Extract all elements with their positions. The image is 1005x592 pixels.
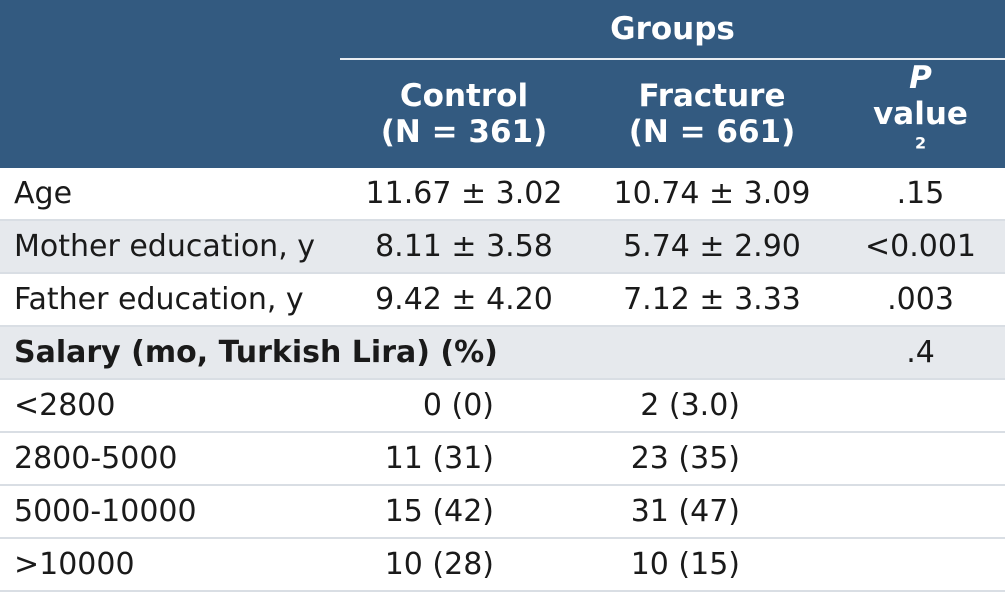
fracture-value: 23 (35)	[588, 432, 836, 486]
salary-category-label: >10000	[0, 538, 340, 592]
row-label: Father education, y	[0, 273, 340, 327]
salary-category-label: 2800-5000	[0, 432, 340, 486]
control-value: 15 (42)	[340, 485, 588, 539]
fracture-column-header: Fracture (N = 661)	[588, 59, 836, 168]
table-row: 2800-5000 11 (31) 23 (35)	[0, 432, 1005, 486]
p-footnote-marker: 2	[914, 133, 927, 153]
p-word: value	[873, 96, 968, 132]
empty-cell	[836, 379, 1005, 433]
fracture-value: 10 (15)	[588, 538, 836, 592]
salary-p-value: .4	[836, 326, 1005, 380]
p-letter: P	[909, 60, 932, 96]
fracture-value: 10.74 ± 3.09	[588, 168, 836, 221]
p-value-column-header: P value 2	[836, 59, 1005, 168]
control-value: 0 (0)	[340, 379, 588, 433]
table-header: Groups Control (N = 361) Fracture (N = 6…	[0, 0, 1005, 168]
salary-section-row: Salary (mo, Turkish Lira) (%) .4	[0, 326, 1005, 380]
p-value: .15	[836, 168, 1005, 221]
fracture-value: 2 (3.0)	[588, 379, 836, 433]
control-value: 8.11 ± 3.58	[340, 220, 588, 274]
row-label: Mother education, y	[0, 220, 340, 274]
header-blank-cell	[0, 0, 340, 59]
salary-category-label: 5000-10000	[0, 485, 340, 539]
control-value: 9.42 ± 4.20	[340, 273, 588, 327]
control-value: 11.67 ± 3.02	[340, 168, 588, 221]
fracture-n: (N = 661)	[628, 114, 796, 150]
table-row: 5000-10000 15 (42) 31 (47)	[0, 485, 1005, 539]
fracture-name: Fracture	[638, 78, 786, 114]
control-column-header: Control (N = 361)	[340, 59, 588, 168]
salary-category-label: <2800	[0, 379, 340, 433]
fracture-value: 31 (47)	[588, 485, 836, 539]
control-value: 10 (28)	[340, 538, 588, 592]
fracture-value: 5.74 ± 2.90	[588, 220, 836, 274]
row-label: Age	[0, 168, 340, 221]
salary-section-label: Salary (mo, Turkish Lira) (%)	[0, 326, 836, 380]
p-word-wrap: value 2	[836, 96, 1005, 168]
empty-cell	[836, 432, 1005, 486]
table-row: Age 11.67 ± 3.02 10.74 ± 3.09 .15	[0, 168, 1005, 221]
p-value: .003	[836, 273, 1005, 327]
table-row: Father education, y 9.42 ± 4.20 7.12 ± 3…	[0, 273, 1005, 327]
control-n: (N = 361)	[380, 114, 548, 150]
table-row: Mother education, y 8.11 ± 3.58 5.74 ± 2…	[0, 220, 1005, 274]
control-name: Control	[399, 78, 529, 114]
table-row: <2800 0 (0) 2 (3.0)	[0, 379, 1005, 433]
header-blank-cell	[0, 59, 340, 168]
table-row: >10000 10 (28) 10 (15)	[0, 538, 1005, 592]
control-value: 11 (31)	[340, 432, 588, 486]
empty-cell	[836, 485, 1005, 539]
table-body: Age 11.67 ± 3.02 10.74 ± 3.09 .15 Mother…	[0, 168, 1005, 592]
empty-cell	[836, 538, 1005, 592]
groups-header: Groups	[340, 0, 1005, 60]
p-value: <0.001	[836, 220, 1005, 274]
fracture-value: 7.12 ± 3.33	[588, 273, 836, 327]
